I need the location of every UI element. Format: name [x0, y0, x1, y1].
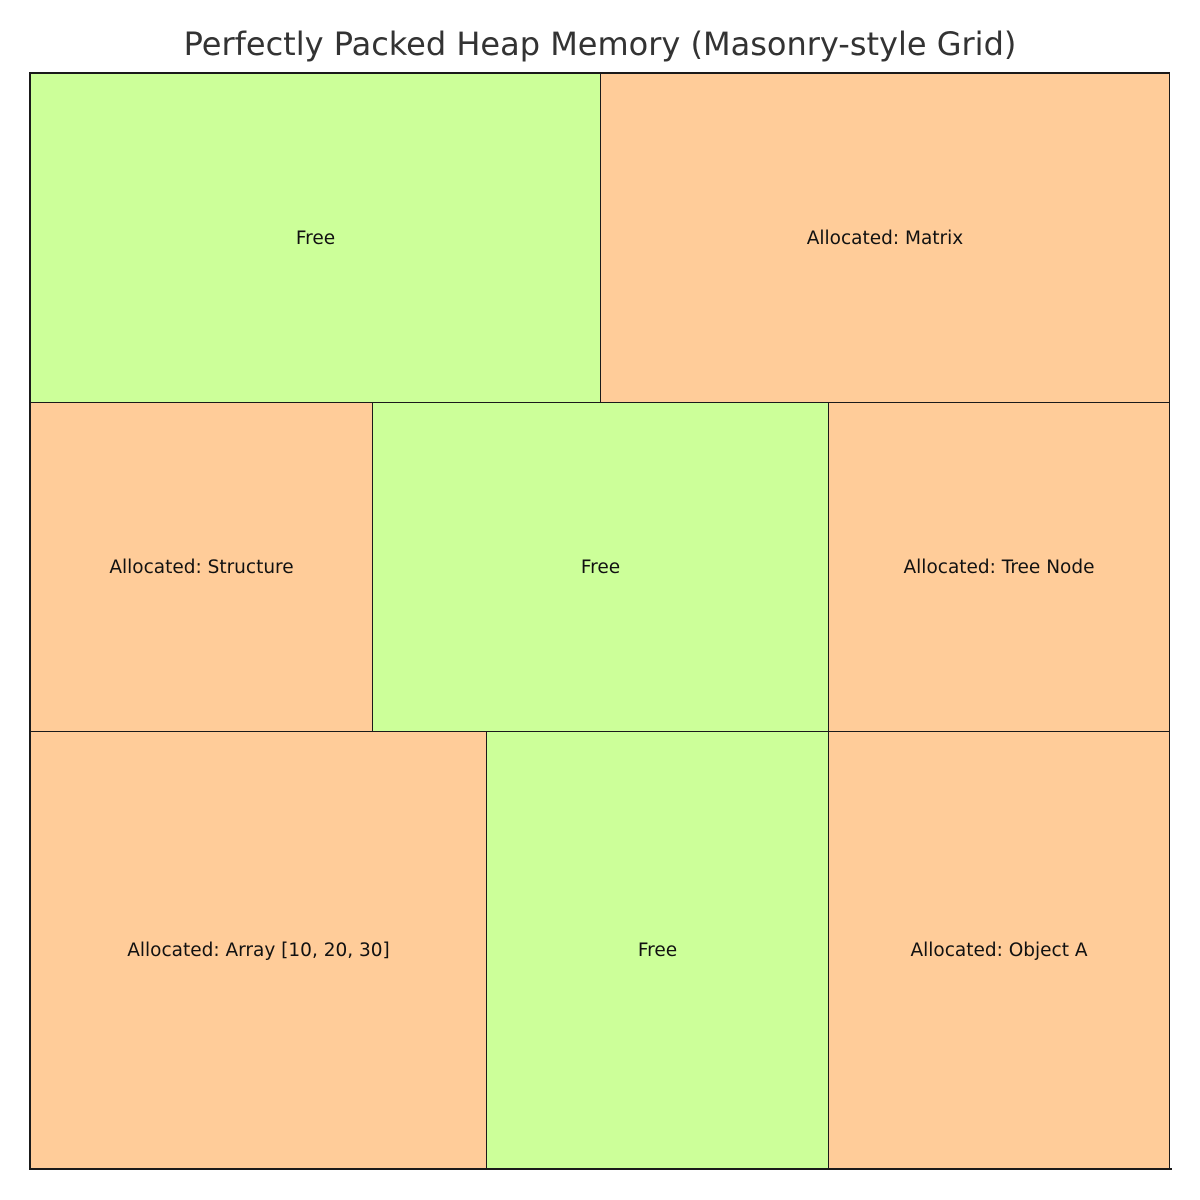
grid-bottom-edge [30, 1168, 1172, 1170]
heap-block-allocated: Allocated: Matrix [600, 73, 1170, 403]
heap-block-free: Free [30, 73, 601, 403]
grid-left-edge [29, 72, 31, 1170]
heap-block-allocated: Allocated: Structure [30, 402, 373, 732]
diagram-title: Perfectly Packed Heap Memory (Masonry-st… [183, 25, 1017, 63]
heap-block-label: Allocated: Structure [109, 556, 294, 578]
heap-block-label: Allocated: Object A [910, 940, 1088, 961]
heap-block-label: Allocated: Array [10, 20, 30] [127, 940, 390, 961]
heap-block-free: Free [372, 402, 829, 732]
heap-block-label: Allocated: Tree Node [903, 556, 1095, 578]
grid-top-edge [30, 72, 1170, 74]
heap-block-label: Free [295, 227, 336, 249]
heap-block-free: Free [486, 731, 829, 1170]
heap-block-label: Allocated: Matrix [806, 227, 964, 249]
heap-block-allocated: Allocated: Tree Node [828, 402, 1170, 732]
heap-block-allocated: Allocated: Array [10, 20, 30] [30, 731, 487, 1170]
heap-block-allocated: Allocated: Object A [828, 731, 1170, 1170]
heap-block-label: Free [580, 556, 621, 578]
heap-grid: Free Allocated: Matrix Allocated: Struct… [30, 73, 1170, 1170]
heap-block-label: Free [637, 940, 678, 961]
